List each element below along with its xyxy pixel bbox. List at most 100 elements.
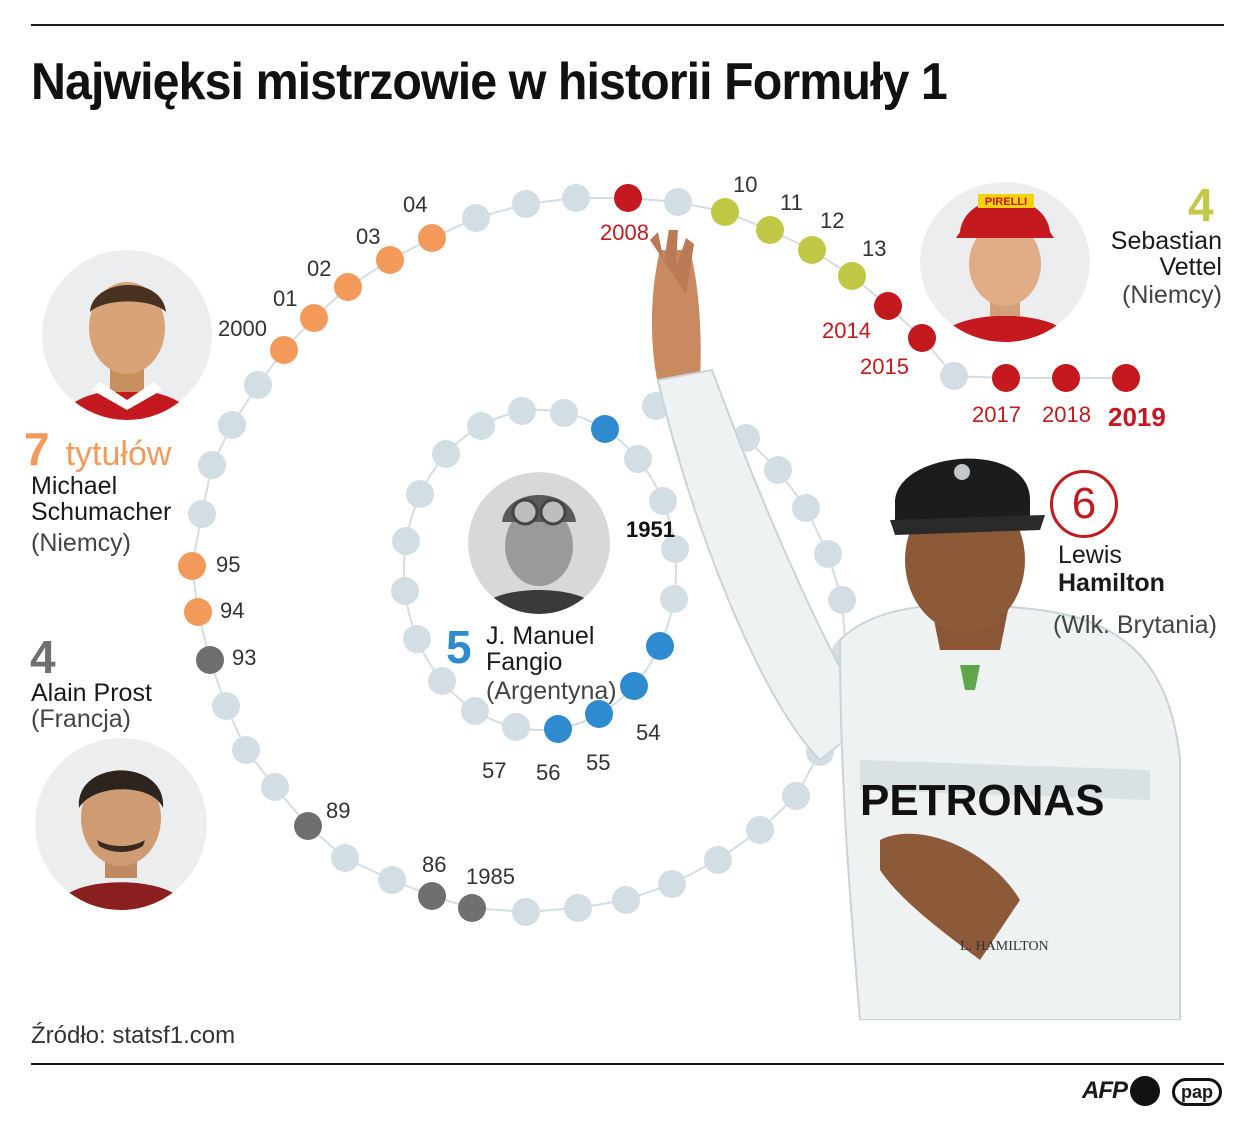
year-label: 94 [220,598,245,623]
source-note: Źródło: statsf1.com [31,1022,236,1049]
year-label: 10 [733,172,758,197]
year-label: 04 [403,192,428,217]
track-dot [612,886,640,914]
year-label: 11 [780,190,803,215]
schumacher-name-last: Schumacher [31,498,172,526]
track-dot [378,866,406,894]
track-dot [467,412,495,440]
schumacher-title-dot [300,304,328,332]
track-dot [188,500,216,528]
afp-logo-text: AFP [1082,1077,1128,1104]
pap-logo: pap [1172,1078,1222,1106]
track-dot [461,697,489,725]
track-dot [406,480,434,508]
schumacher-titles-word: tytułów [65,435,172,473]
track-dot [508,397,536,425]
hamilton-title-dot [992,364,1020,392]
year-label: 2018 [1042,402,1091,427]
fangio-name-first: J. Manuel [486,622,595,650]
vettel-name-first: Sebastian [1110,227,1222,255]
prost-country: (Francja) [31,705,132,733]
track-dot [432,440,460,468]
hamilton-country: (Wlk. Brytania) [1053,611,1217,639]
vettel-title-dot [798,236,826,264]
year-label: 89 [326,798,351,823]
track-dot [658,870,686,898]
track-dot [550,399,578,427]
track-dot [261,773,289,801]
year-label: 03 [356,224,381,249]
track-dot [814,540,842,568]
pap-logo-text: pap [1180,1081,1213,1102]
track-dot [704,846,732,874]
schumacher-title-dot [376,246,404,274]
track-dot [512,898,540,926]
track-dot [940,362,968,390]
year-label: 2019 [1108,402,1166,432]
track-dot [828,586,856,614]
track-dot [660,585,688,613]
fangio-title-dot [544,715,572,743]
fangio-titles-count: 5 [446,621,472,673]
fangio-title-dot [620,672,648,700]
afp-logo-dot [1130,1076,1160,1106]
track-dot [664,188,692,216]
year-label: 93 [232,645,257,670]
year-label: 2014 [822,318,871,343]
schumacher-portrait [42,250,212,420]
track-dot [564,894,592,922]
track-dot [562,184,590,212]
track-dot [232,736,260,764]
fangio-name-last: Fangio [486,648,563,676]
prost-title-dot [418,882,446,910]
vettel-title-dot [838,262,866,290]
hamilton-shirt-sponsor: PETRONAS [860,776,1104,825]
bottom-rule [31,1063,1224,1065]
schumacher-title-dot [334,273,362,301]
year-label: 1985 [466,864,515,889]
track-dot [764,456,792,484]
prost-portrait [35,738,207,910]
track-dot [782,782,810,810]
prost-titles-count: 4 [30,631,56,683]
track-dot [649,487,677,515]
track-dot [428,667,456,695]
vettel-portrait: PIRELLI [920,182,1090,342]
track-dot [244,371,272,399]
year-label: 13 [862,236,887,261]
year-label: 12 [820,208,845,233]
schumacher-title-dot [178,552,206,580]
hamilton-title-dot [614,184,642,212]
hamilton-title-dot [1112,364,1140,392]
fangio-title-dot [646,632,674,660]
track-dot [331,844,359,872]
hamilton-titles-count: 6 [1071,479,1097,528]
inner-track [403,409,677,731]
hamilton-title-dot [1052,364,1080,392]
track-dot [624,445,652,473]
track-dot [218,411,246,439]
track-dot [212,692,240,720]
hamilton-name-last: Hamilton [1058,569,1165,597]
top-rule [31,24,1224,26]
prost-name: Alain Prost [31,679,152,707]
year-label: 95 [216,552,241,577]
hamilton-waving-photo: PETRONAS L. HAMILTON [650,230,1181,1020]
schumacher-titles-count: 7 [24,423,50,475]
vettel-name-last: Vettel [1159,253,1222,281]
track-dot [392,527,420,555]
vettel-cap-logo: PIRELLI [985,196,1027,208]
track-dot [746,816,774,844]
fangio-country: (Argentyna) [486,677,617,705]
schumacher-name-first: Michael [31,472,118,500]
hamilton-name-first: Lewis [1058,541,1122,569]
vettel-titles-count: 4 [1188,179,1214,231]
track-dot [502,713,530,741]
fangio-portrait [468,472,610,614]
year-label: 54 [636,720,661,745]
hamilton-shirt-badge: L. HAMILTON [960,939,1049,954]
schumacher-titles: 7 tytułów [24,426,171,474]
fangio-title-dot [585,700,613,728]
prost-title-dot [196,646,224,674]
schumacher-country: (Niemcy) [31,529,131,557]
